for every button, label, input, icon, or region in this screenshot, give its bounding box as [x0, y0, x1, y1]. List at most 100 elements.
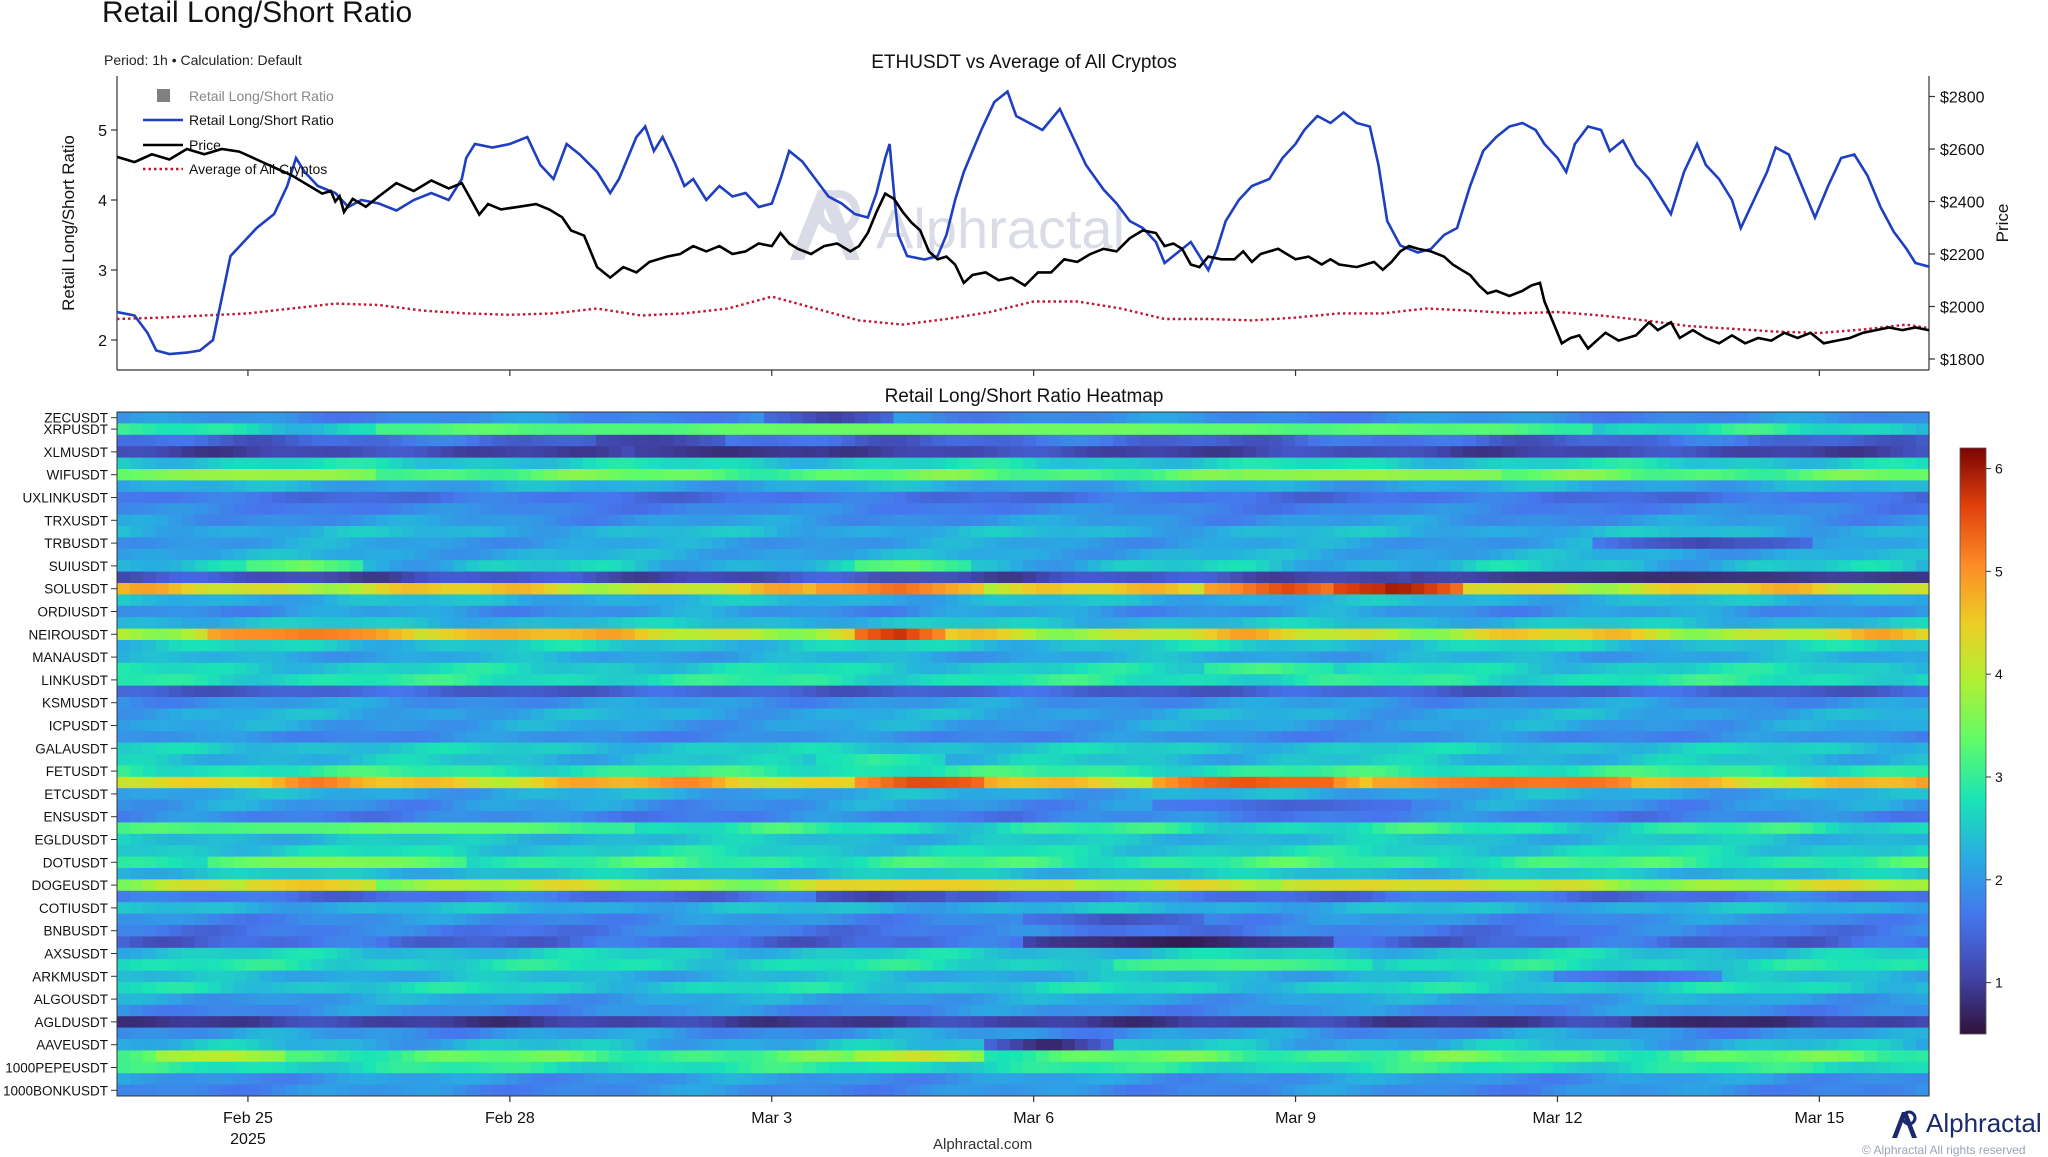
heatmap-cell	[156, 788, 170, 800]
heatmap-cell	[246, 754, 260, 766]
heatmap-cell	[298, 435, 312, 447]
heatmap-cell	[1605, 526, 1619, 538]
heatmap-cell	[997, 446, 1011, 458]
heatmap-cell	[1851, 800, 1865, 812]
heatmap-cell	[1075, 606, 1089, 618]
heatmap-cell	[1748, 617, 1762, 629]
heatmap-cell	[130, 651, 144, 663]
heatmap-cell	[1761, 537, 1775, 549]
heatmap-cell	[1709, 537, 1723, 549]
heatmap-cell	[958, 583, 972, 595]
heatmap-cell	[557, 731, 571, 743]
heatmap-cell	[285, 606, 299, 618]
heatmap-cell	[1644, 572, 1658, 584]
heatmap-cell	[932, 686, 946, 698]
heatmap-cell	[1774, 458, 1788, 470]
heatmap-cell	[402, 663, 416, 675]
heatmap-cell	[208, 560, 222, 572]
heatmap-cell	[402, 629, 416, 641]
heatmap-cell	[363, 686, 377, 698]
heatmap-cell	[855, 606, 869, 618]
heatmap-cell	[1269, 697, 1283, 709]
heatmap-cell	[1631, 720, 1645, 732]
heatmap-cell	[842, 594, 856, 606]
heatmap-cell	[1204, 515, 1218, 527]
heatmap-cell	[259, 549, 273, 561]
heatmap-cell	[402, 788, 416, 800]
heatmap-cell	[182, 480, 196, 492]
heatmap-cell	[1592, 629, 1606, 641]
heatmap-cell	[324, 515, 338, 527]
heatmap-cell	[466, 606, 480, 618]
heatmap-cell	[285, 629, 299, 641]
heatmap-cell	[803, 686, 817, 698]
heatmap-cell	[842, 651, 856, 663]
heatmap-cell	[402, 651, 416, 663]
heatmap-cell	[932, 708, 946, 720]
heatmap-cell	[169, 492, 183, 504]
heatmap-cell	[1178, 549, 1192, 561]
heatmap-cell	[1528, 754, 1542, 766]
heatmap-cell	[311, 708, 325, 720]
heatmap-cell	[1748, 458, 1762, 470]
legend-item-ratio[interactable]: Retail Long/Short Ratio	[143, 112, 334, 128]
heatmap-cell	[958, 800, 972, 812]
heatmap-cell	[570, 503, 584, 515]
heatmap-cell	[1838, 765, 1852, 777]
heatmap-cell	[1230, 663, 1244, 675]
heatmap-cell	[894, 640, 908, 652]
heatmap-cell	[298, 549, 312, 561]
heatmap-cell	[298, 663, 312, 675]
heatmap-cell	[661, 800, 675, 812]
heatmap-cell	[1916, 549, 1930, 561]
heatmap-cell	[1463, 754, 1477, 766]
heatmap-cell	[738, 663, 752, 675]
heatmap-cell	[1903, 480, 1917, 492]
heatmap-cell	[738, 651, 752, 663]
heatmap-cell	[1321, 663, 1335, 675]
heatmap-cell	[738, 788, 752, 800]
heatmap-cell	[1515, 583, 1529, 595]
heatmap-cell	[1023, 754, 1037, 766]
heatmap-cell	[466, 800, 480, 812]
heatmap-cell	[609, 526, 623, 538]
heatmap-cell	[389, 412, 403, 424]
heatmap-cell	[622, 640, 636, 652]
heatmap-cell	[868, 446, 882, 458]
heatmap-cell	[324, 480, 338, 492]
heatmap-cell	[1605, 708, 1619, 720]
heatmap-cell	[1489, 697, 1503, 709]
heatmap-cell	[1774, 515, 1788, 527]
heatmap-cell	[298, 617, 312, 629]
heatmap-cell	[557, 549, 571, 561]
heatmap-cell	[1424, 731, 1438, 743]
heatmap-cell	[1411, 583, 1425, 595]
heatmap-cell	[1321, 640, 1335, 652]
heatmap-cell	[1282, 583, 1296, 595]
heatmap-cell	[1489, 788, 1503, 800]
heatmap-cell	[842, 777, 856, 789]
heatmap-cell	[1127, 617, 1141, 629]
heatmap-cell	[971, 720, 985, 732]
heatmap-cell	[350, 560, 364, 572]
heatmap-cell	[311, 697, 325, 709]
heatmap-cell	[1877, 503, 1891, 515]
heatmap-cell	[1075, 765, 1089, 777]
heatmap-cell	[1178, 583, 1192, 595]
heatmap-cell	[945, 743, 959, 755]
heatmap-cell	[803, 560, 817, 572]
heatmap-cell	[1036, 446, 1050, 458]
heatmap-cell	[1269, 651, 1283, 663]
legend-toggle-checkbox-icon[interactable]	[157, 89, 170, 102]
heatmap-cell	[337, 765, 351, 777]
legend-item-average[interactable]: Average of All Cryptos	[143, 161, 327, 177]
heatmap-cell	[1308, 469, 1322, 481]
heatmap-cell	[1580, 526, 1594, 538]
legend-item-ratio-toggle[interactable]: Retail Long/Short Ratio	[157, 88, 334, 104]
heatmap-cell	[1450, 663, 1464, 675]
heatmap-cell	[1424, 503, 1438, 515]
heatmap-cell	[272, 788, 286, 800]
heatmap-cell	[1489, 526, 1503, 538]
heatmap-cell	[1360, 754, 1374, 766]
heatmap-cell	[777, 549, 791, 561]
